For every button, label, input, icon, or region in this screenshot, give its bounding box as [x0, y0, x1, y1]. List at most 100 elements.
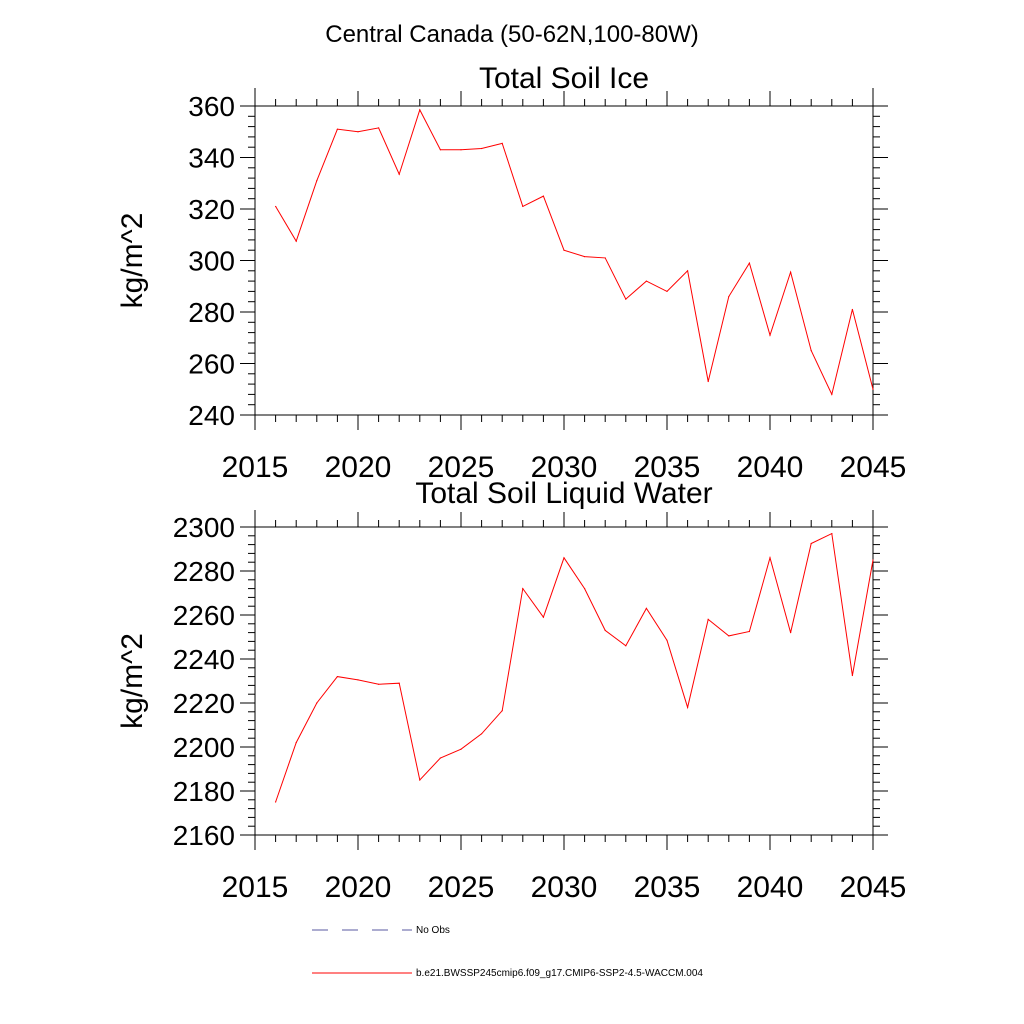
- x-tick-label: 2045: [840, 871, 907, 904]
- y-tick-label: 360: [188, 91, 235, 122]
- series-line: [275, 532, 874, 803]
- data-point: [563, 249, 565, 251]
- data-point: [439, 149, 441, 151]
- data-point: [419, 779, 421, 781]
- chart-panel-soil-ice: Total Soil Ice 240 260 280 300 320 340 360 2015 2…: [116, 62, 906, 484]
- data-point: [728, 635, 730, 637]
- data-point: [666, 290, 668, 292]
- legend: No Obs b.e21.BWSSP245cmip6.f09_g17.CMIP6…: [312, 925, 703, 979]
- chart-title: Total Soil Ice: [479, 62, 649, 95]
- data-point: [398, 682, 400, 684]
- data-point: [810, 350, 812, 352]
- y-tick-label: 260: [188, 349, 235, 380]
- data-point: [460, 149, 462, 151]
- y-tick-label: 2200: [173, 732, 235, 763]
- data-point: [357, 131, 359, 133]
- series-line: [275, 108, 874, 396]
- data-point: [542, 616, 545, 618]
- y-tick-label: 2260: [173, 600, 235, 631]
- data-point: [831, 393, 833, 395]
- data-point: [378, 127, 380, 129]
- chart-panel-soil-liquid-water: Total Soil Liquid Water 2160 2180 2200 2220 2…: [116, 477, 906, 904]
- data-point: [522, 588, 524, 590]
- figure-title: Central Canada (50-62N,100-80W): [325, 21, 699, 48]
- data-point: [748, 262, 751, 264]
- y-axis-label: kg/m^2: [116, 633, 149, 729]
- data-point: [316, 702, 318, 704]
- data-point: [872, 559, 874, 561]
- data-point: [666, 639, 668, 641]
- data-point: [542, 195, 545, 197]
- data-point: [851, 308, 854, 311]
- data-point: [563, 557, 565, 559]
- data-point: [604, 629, 606, 632]
- data-point: [707, 618, 709, 621]
- data-point: [645, 607, 648, 610]
- y-tick-label: 300: [188, 246, 235, 277]
- y-tick-label: 2300: [173, 512, 235, 543]
- data-point: [275, 205, 277, 208]
- data-point: [398, 173, 400, 175]
- y-tick-label: 2240: [173, 644, 235, 675]
- data-point: [687, 706, 689, 709]
- y-tick-label: 240: [188, 400, 235, 431]
- data-point: [357, 679, 359, 681]
- data-point: [810, 542, 812, 545]
- data-point: [645, 280, 648, 282]
- y-tick-label: 280: [188, 297, 235, 328]
- data-point: [439, 757, 441, 759]
- data-point: [748, 630, 751, 633]
- data-point: [625, 645, 627, 647]
- data-point: [584, 588, 586, 590]
- x-tick-label: 2045: [840, 451, 907, 484]
- data-point: [481, 733, 483, 735]
- x-tick-label: 2040: [737, 451, 804, 484]
- x-tick-label: 2040: [737, 871, 804, 904]
- chart-title: Total Soil Liquid Water: [415, 477, 712, 510]
- data-point: [316, 180, 318, 182]
- legend-no-obs-label: No Obs: [416, 925, 450, 936]
- data-point: [501, 710, 503, 712]
- x-tick-label: 2020: [325, 871, 392, 904]
- y-axis-label: kg/m^2: [116, 213, 149, 309]
- y-tick-label: 340: [188, 143, 235, 174]
- x-tick-label: 2025: [428, 871, 495, 904]
- legend-model-label: b.e21.BWSSP245cmip6.f09_g17.CMIP6-SSP2-4…: [416, 968, 703, 979]
- data-point: [851, 674, 854, 677]
- x-tick-label: 2030: [531, 871, 598, 904]
- data-point: [790, 632, 792, 634]
- x-tick-label: 2035: [634, 451, 701, 484]
- data-point: [707, 380, 709, 383]
- data-point: [336, 676, 338, 678]
- data-point: [625, 298, 627, 300]
- x-tick-label: 2015: [222, 451, 289, 484]
- y-tick-label: 320: [188, 194, 235, 225]
- data-point: [584, 256, 586, 258]
- x-tick-label: 2020: [325, 451, 392, 484]
- data-point: [275, 801, 277, 803]
- data-point: [295, 240, 297, 242]
- data-point: [378, 683, 380, 685]
- data-point: [522, 205, 524, 208]
- y-tick-label: 2220: [173, 688, 235, 719]
- data-point: [419, 109, 421, 111]
- data-point: [687, 270, 689, 272]
- y-tick-label: 2180: [173, 776, 235, 807]
- data-point: [728, 295, 730, 298]
- data-point: [295, 742, 297, 744]
- y-tick-label: 2160: [173, 820, 235, 851]
- x-tick-label: 2030: [531, 451, 598, 484]
- data-point: [604, 257, 606, 259]
- data-point: [481, 147, 483, 150]
- data-point: [769, 334, 771, 336]
- data-point: [872, 388, 874, 390]
- data-point: [336, 128, 338, 130]
- x-tick-label: 2015: [222, 871, 289, 904]
- data-point: [769, 557, 771, 559]
- data-point: [460, 748, 462, 750]
- data-point: [790, 271, 792, 273]
- data-point: [501, 142, 503, 144]
- y-tick-label: 2280: [173, 556, 235, 587]
- x-tick-label: 2035: [634, 871, 701, 904]
